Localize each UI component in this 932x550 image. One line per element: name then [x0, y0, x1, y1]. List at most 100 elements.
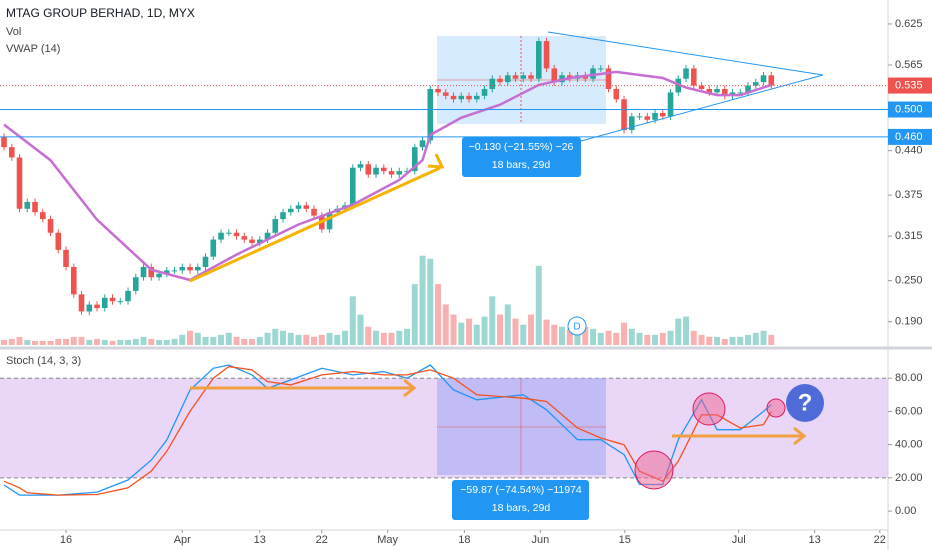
candle-body [388, 171, 395, 175]
volume-bar [140, 336, 147, 345]
volume-bar [171, 338, 178, 345]
candle-body [63, 249, 69, 267]
volume-bar [47, 340, 54, 345]
candle-body [70, 266, 77, 295]
candle-body [233, 232, 240, 237]
candle-body [117, 301, 124, 303]
volume-bar [295, 334, 302, 345]
volume-bar [528, 314, 535, 345]
volume-bar [132, 338, 139, 345]
volume-bar [86, 339, 93, 345]
x-tick-label: 13 [809, 534, 821, 546]
candle-body [194, 266, 201, 271]
volume-bar [466, 318, 473, 345]
x-tick-label: 22 [316, 534, 328, 546]
volume-bar [388, 332, 395, 345]
volume-bar [396, 330, 403, 345]
candle-body [241, 236, 248, 240]
volume-bar [435, 284, 442, 345]
highlight-circle [634, 450, 674, 490]
stoch-title: Stoch (14, 3, 3) [6, 355, 81, 367]
candle-body [644, 116, 651, 120]
candle-body [156, 273, 162, 278]
volume-bar [303, 334, 310, 345]
volume-bar [745, 334, 752, 345]
candle-body [628, 116, 635, 131]
candle-body [597, 68, 604, 70]
volume-bar [489, 296, 496, 345]
chart-title: MTAG GROUP BERHAD, 1D, MYX [6, 6, 195, 20]
volume-bar [225, 332, 232, 345]
candle-body [380, 167, 387, 172]
candle-body [473, 95, 480, 100]
candle-body [272, 219, 279, 233]
candle-body [605, 68, 612, 89]
candle-body [450, 95, 457, 100]
volume-bar [752, 332, 759, 345]
candle-body [264, 232, 271, 240]
volume-bar [504, 304, 511, 345]
price-badge-label: 0.500 [895, 103, 923, 115]
y-tick-label: 80.00 [895, 372, 923, 384]
volume-bar [326, 332, 333, 345]
volume-bar [39, 340, 46, 345]
highlight-circle [692, 392, 726, 426]
candle-body [109, 297, 116, 302]
volume-bar [55, 338, 62, 345]
y-tick-label: 0.00 [895, 505, 916, 517]
candle-body [16, 157, 23, 209]
volume-bar [1, 339, 8, 345]
volume-bar [644, 334, 651, 345]
volume-bar [450, 314, 457, 345]
candle-body [357, 164, 364, 168]
candle-body [667, 92, 674, 117]
volume-bar [543, 319, 550, 345]
volume-bar [357, 314, 364, 345]
volume-bar [373, 330, 380, 345]
volume-bar [125, 339, 132, 345]
candle-body [280, 212, 286, 220]
triangle-line [547, 74, 824, 151]
volume-bar [16, 336, 23, 345]
volume-bar [109, 340, 116, 345]
candle-body [706, 88, 713, 93]
candle-body [435, 88, 441, 93]
volume-bar [287, 332, 294, 345]
volume-bar [768, 334, 775, 345]
volume-bar [613, 332, 620, 345]
volume-bar [481, 316, 488, 345]
volume-bar [101, 339, 108, 345]
candle-body [404, 171, 410, 173]
x-tick-label: 18 [458, 534, 470, 546]
volume-bar [551, 324, 558, 345]
volume-bar [427, 258, 434, 345]
volume-bar [8, 338, 15, 345]
candle-body [466, 95, 472, 100]
candle-body [442, 92, 449, 96]
volume-bar [411, 284, 418, 345]
volume-bar [442, 304, 449, 345]
candle-body [551, 68, 558, 83]
volume-bar [729, 336, 736, 345]
volume-bar [94, 338, 101, 345]
candle-body [714, 88, 720, 93]
volume-bar [163, 339, 170, 345]
candle-body [349, 167, 356, 206]
volume-bar [574, 330, 581, 345]
volume-bar [473, 324, 480, 345]
volume-bar [156, 339, 163, 345]
volume-bar [218, 334, 225, 345]
volume-bar [590, 328, 597, 345]
candle-body [55, 232, 62, 250]
y-tick-label: 40.00 [895, 439, 923, 451]
measure-text: −59.87 (−74.54%) −11974 [460, 484, 582, 496]
y-tick-label: 0.250 [895, 275, 923, 287]
candle-body [528, 75, 534, 79]
triangle-line [547, 31, 824, 76]
volume-bar [210, 336, 217, 345]
volume-bar [272, 328, 279, 345]
volume-bar [667, 330, 674, 345]
x-tick-label: 15 [619, 534, 631, 546]
y-tick-label: 60.00 [895, 405, 923, 417]
measure-bars: 18 bars, 29d [492, 502, 551, 514]
